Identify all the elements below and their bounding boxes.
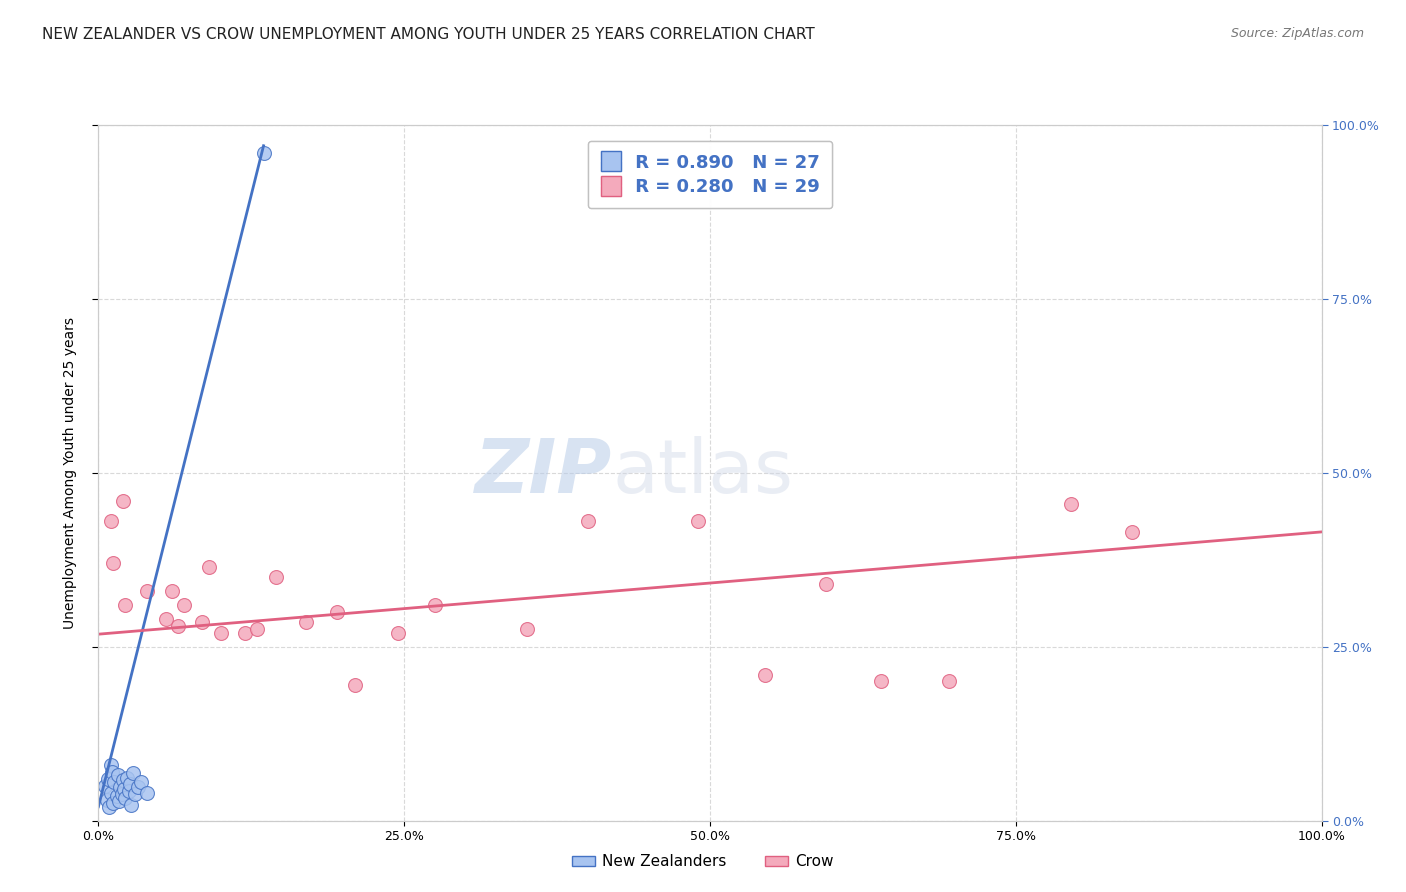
Point xyxy=(576,515,599,529)
Point xyxy=(295,615,318,630)
Point xyxy=(197,559,219,574)
Point xyxy=(173,598,195,612)
Point xyxy=(136,584,159,599)
Point xyxy=(118,784,141,798)
Point xyxy=(100,758,122,772)
Point xyxy=(515,623,537,637)
Point xyxy=(100,515,122,529)
Point xyxy=(686,515,709,529)
Point xyxy=(344,678,367,692)
Point xyxy=(815,577,838,591)
Point xyxy=(129,775,152,789)
Point xyxy=(115,771,138,785)
Legend: New Zealanders, Crow: New Zealanders, Crow xyxy=(565,848,841,875)
Point xyxy=(112,782,135,797)
Point xyxy=(97,772,120,786)
Point xyxy=(252,145,274,160)
Point xyxy=(1121,524,1143,539)
Point xyxy=(114,598,136,612)
Point xyxy=(98,799,121,814)
Point xyxy=(160,584,183,599)
Point xyxy=(326,605,349,619)
Point xyxy=(100,786,122,800)
Point xyxy=(107,768,129,782)
Y-axis label: Unemployment Among Youth under 25 years: Unemployment Among Youth under 25 years xyxy=(63,317,77,629)
Point xyxy=(209,625,232,640)
Point xyxy=(101,556,124,570)
Point xyxy=(96,793,118,807)
Point xyxy=(101,796,124,810)
Text: NEW ZEALANDER VS CROW UNEMPLOYMENT AMONG YOUTH UNDER 25 YEARS CORRELATION CHART: NEW ZEALANDER VS CROW UNEMPLOYMENT AMONG… xyxy=(42,27,815,42)
Point xyxy=(103,775,125,789)
Point xyxy=(111,493,134,508)
Point xyxy=(423,598,446,612)
Point xyxy=(111,787,134,801)
Point xyxy=(754,667,776,681)
Point xyxy=(124,787,146,801)
Text: ZIP: ZIP xyxy=(475,436,612,509)
Point xyxy=(938,674,960,689)
Point xyxy=(1060,497,1083,511)
Point xyxy=(110,780,132,795)
Point xyxy=(120,777,142,791)
Point xyxy=(120,798,142,813)
Point xyxy=(870,674,893,689)
Point xyxy=(93,779,115,793)
Point xyxy=(264,570,287,584)
Point xyxy=(105,789,128,804)
Point xyxy=(191,615,214,630)
Point xyxy=(108,794,131,808)
Point xyxy=(155,612,177,626)
Point xyxy=(136,786,159,800)
Point xyxy=(167,619,190,633)
Legend:  R = 0.890   N = 27,  R = 0.280   N = 29: R = 0.890 N = 27, R = 0.280 N = 29 xyxy=(588,141,832,209)
Point xyxy=(114,791,136,805)
Point xyxy=(121,766,143,780)
Point xyxy=(127,780,149,795)
Point xyxy=(387,625,409,640)
Point xyxy=(246,623,269,637)
Point xyxy=(233,625,256,640)
Point xyxy=(111,773,134,788)
Point xyxy=(101,764,124,779)
Text: atlas: atlas xyxy=(612,436,793,509)
Text: Source: ZipAtlas.com: Source: ZipAtlas.com xyxy=(1230,27,1364,40)
